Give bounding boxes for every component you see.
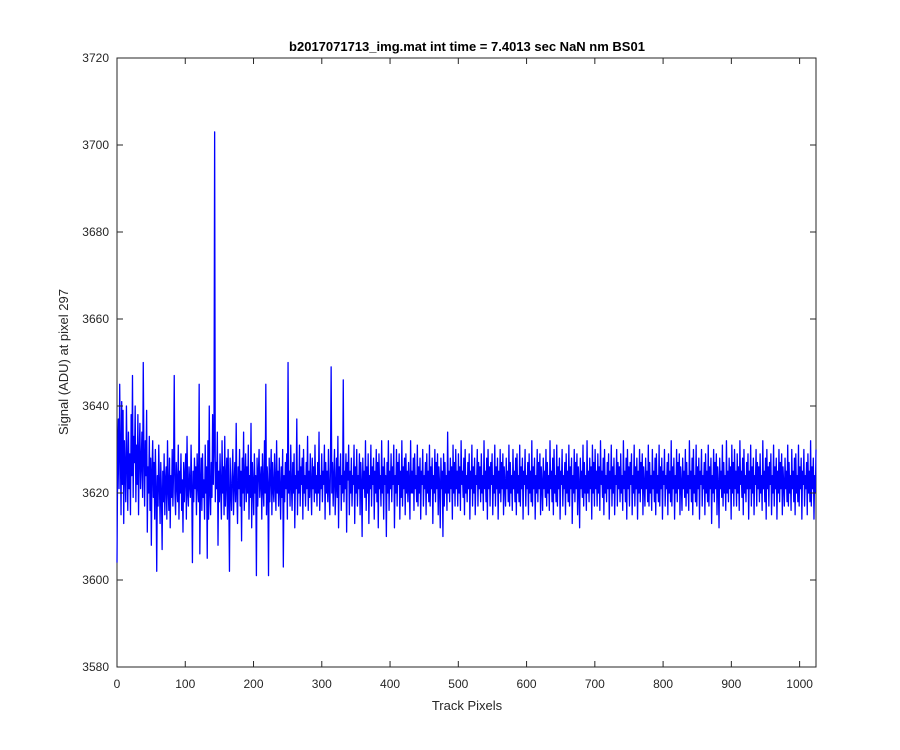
y-tick-label: 3640 bbox=[82, 399, 109, 413]
y-tick-label: 3680 bbox=[82, 225, 109, 239]
x-tick-label: 700 bbox=[585, 677, 605, 691]
y-tick-label: 3580 bbox=[82, 660, 109, 674]
y-tick-label: 3660 bbox=[82, 312, 109, 326]
axes: 0 100 200 300 400 500 600 700 800 900 1000 3580 3600… bbox=[82, 51, 817, 691]
x-tick-label: 900 bbox=[721, 677, 741, 691]
series-line bbox=[116, 131, 817, 577]
plot-area bbox=[116, 57, 817, 668]
chart-title: b2017071713_img.mat int time = 7.4013 se… bbox=[289, 39, 645, 54]
y-tick-label: 3720 bbox=[82, 51, 109, 65]
y-tick-label: 3600 bbox=[82, 573, 109, 587]
x-axis-title: Track Pixels bbox=[432, 698, 503, 713]
x-tick-label: 600 bbox=[517, 677, 537, 691]
y-tick-label: 3620 bbox=[82, 486, 109, 500]
x-tick-label: 800 bbox=[653, 677, 673, 691]
x-tick-label: 200 bbox=[244, 677, 264, 691]
x-tick-label: 500 bbox=[448, 677, 468, 691]
ticks-layer: 0 100 200 300 400 500 600 700 800 900 1000 3580 3600… bbox=[82, 51, 816, 691]
x-tick-label: 400 bbox=[380, 677, 400, 691]
x-tick-label: 0 bbox=[114, 677, 121, 691]
x-tick-label: 300 bbox=[312, 677, 332, 691]
series-layer bbox=[116, 131, 817, 577]
x-tick-label: 1000 bbox=[786, 677, 813, 691]
y-tick-label: 3700 bbox=[82, 138, 109, 152]
y-axis-title: Signal (ADU) at pixel 297 bbox=[56, 289, 71, 435]
x-tick-label: 100 bbox=[175, 677, 195, 691]
